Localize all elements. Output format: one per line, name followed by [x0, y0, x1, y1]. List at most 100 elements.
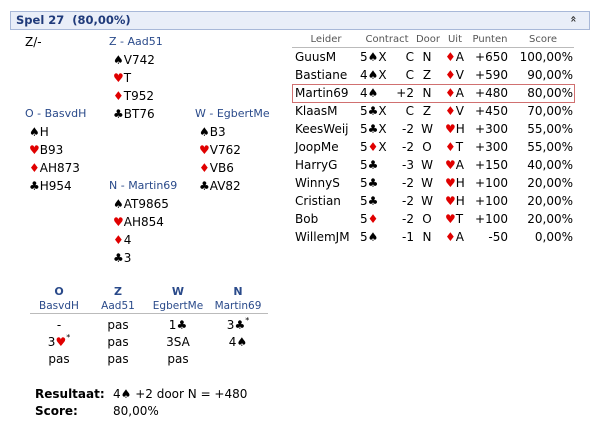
lead: ♦V: [445, 104, 464, 118]
score: 70,00%: [527, 104, 573, 118]
bid: 1♣: [168, 318, 188, 332]
hand-label: Z - Aad51: [109, 35, 163, 48]
punten: +450: [475, 104, 508, 118]
lead: ♥A: [445, 158, 464, 172]
hand-suit: ♥V762: [199, 143, 241, 157]
contract: 5♠: [360, 230, 379, 244]
result: -3: [402, 158, 414, 172]
column-header: Leider: [310, 34, 342, 45]
result: +2: [396, 86, 414, 100]
lead: ♥T: [445, 212, 464, 226]
score: 20,00%: [527, 212, 573, 226]
lead: ♦A: [445, 230, 464, 244]
hand-suit: ♠B3: [199, 125, 226, 139]
hand-suit: ♦T952: [113, 89, 154, 103]
bidding-header-line: [30, 313, 268, 314]
door: N: [422, 230, 432, 244]
punten: +590: [475, 68, 508, 82]
result-label: Resultaat:: [35, 387, 105, 401]
hand-suit: ♦VB6: [199, 161, 234, 175]
result: -2: [402, 194, 414, 208]
dealer-vulnerability: Z/-: [25, 35, 42, 49]
contract: 5♦X: [360, 140, 387, 154]
lead: ♦A: [445, 50, 464, 64]
result: -2: [402, 212, 414, 226]
door: Z: [422, 68, 432, 82]
hand-suit: ♥T: [113, 71, 132, 85]
result: -2: [402, 176, 414, 190]
hand-suit: ♣3: [113, 251, 132, 265]
collapse-button[interactable]: »: [566, 15, 580, 23]
column-header: Punten: [472, 34, 508, 45]
lead: ♥H: [445, 194, 465, 208]
contract: 4♠X: [360, 68, 387, 82]
door: Z: [422, 104, 432, 118]
door: N: [422, 50, 432, 64]
result: C: [405, 104, 414, 118]
door: W: [421, 158, 433, 172]
score: 20,00%: [527, 194, 573, 208]
hand-suit: ♠AT9865: [113, 197, 169, 211]
result: C: [405, 68, 414, 82]
contract: 5♣: [360, 176, 379, 190]
hand-suit: ♣BT76: [113, 107, 155, 121]
punten: +150: [475, 158, 508, 172]
door: O: [422, 212, 432, 226]
score-value: 80,00%: [113, 404, 159, 418]
bid-seat: O: [54, 285, 64, 298]
score: 55,00%: [527, 122, 573, 136]
leider: GuusM: [295, 50, 337, 64]
score: 90,00%: [527, 68, 573, 82]
hand-suit: ♥B93: [29, 143, 64, 157]
leider: Martin69: [295, 86, 349, 100]
lead: ♦T: [445, 140, 464, 154]
column-header: Contract: [365, 34, 409, 45]
contract: 5♣X: [360, 122, 387, 136]
leider: HarryG: [295, 158, 338, 172]
hand-suit: ♠H: [29, 125, 49, 139]
score: 80,00%: [527, 86, 573, 100]
header-bar: [10, 11, 590, 30]
bid: 3♣*: [226, 316, 250, 333]
leider: JoopMe: [295, 140, 339, 154]
lead: ♦V: [445, 68, 464, 82]
hand-suit: ♣AV82: [199, 179, 241, 193]
hand-suit: ♠V742: [113, 53, 155, 67]
hand-label: N - Martin69: [109, 179, 178, 192]
leider: WillemJM: [295, 230, 350, 244]
punten: +650: [475, 50, 508, 64]
leider: KeesWeij: [295, 122, 349, 136]
bid: 3SA: [166, 335, 190, 349]
door: N: [422, 86, 432, 100]
contract: 5♣X: [360, 104, 387, 118]
contract: 5♣: [360, 158, 379, 172]
bid: pas: [107, 335, 129, 349]
bid: pas: [107, 318, 129, 332]
bid-player: BasvdH: [39, 300, 79, 312]
score: 100,00%: [519, 50, 573, 64]
lead: ♥H: [445, 176, 465, 190]
bid: pas: [167, 352, 189, 366]
punten: +100: [475, 176, 508, 190]
score: 55,00%: [527, 140, 573, 154]
score: 20,00%: [527, 176, 573, 190]
score: 0,00%: [534, 230, 573, 244]
bid-seat: Z: [114, 285, 122, 298]
lead: ♦A: [445, 86, 464, 100]
punten: +100: [475, 212, 508, 226]
score-label: Score:: [35, 404, 78, 418]
leider: WinnyS: [295, 176, 340, 190]
contract: 4♠: [360, 86, 379, 100]
score: 40,00%: [527, 158, 573, 172]
punten: +480: [475, 86, 508, 100]
lead: ♥H: [445, 122, 465, 136]
bid: pas: [48, 352, 70, 366]
result: -1: [402, 230, 414, 244]
bid: 3♥*: [47, 333, 71, 350]
leider: KlaasM: [295, 104, 338, 118]
results-header-line: [292, 47, 574, 48]
column-header: Score: [528, 34, 557, 45]
leider: Bastiane: [295, 68, 348, 82]
punten: +300: [475, 140, 508, 154]
